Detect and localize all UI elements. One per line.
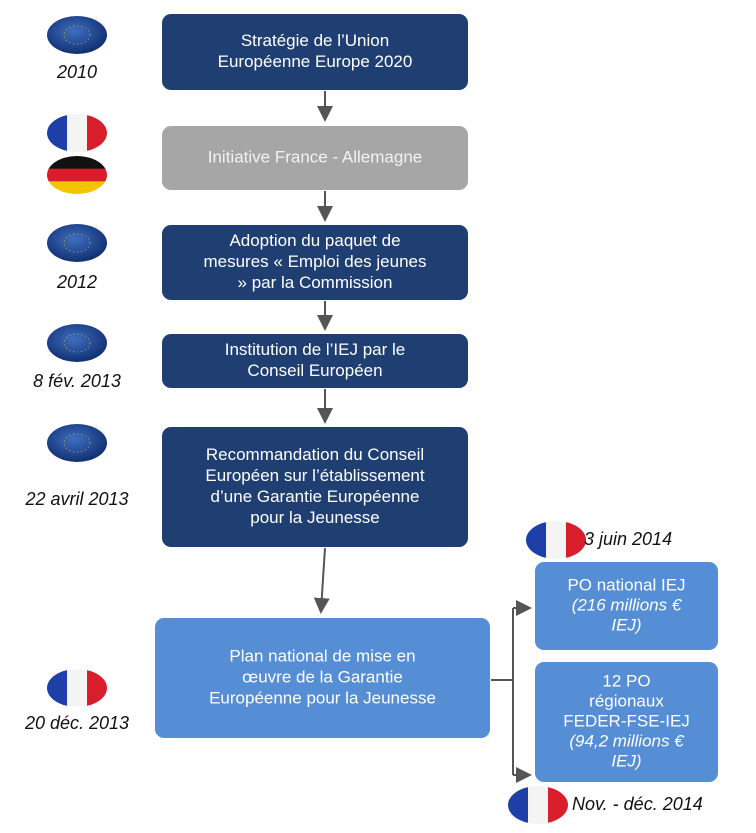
stripe	[566, 521, 586, 559]
flag-fr	[526, 521, 586, 559]
stripe	[67, 114, 88, 152]
output-amount: (94,2 millions €	[569, 731, 685, 750]
stripe	[47, 156, 107, 169]
step-box	[162, 427, 468, 547]
step-text: pour la Jeunesse	[250, 508, 379, 527]
step-text: Européenne pour la Jeunesse	[209, 688, 436, 707]
step-text: Recommandation du Conseil	[206, 445, 424, 464]
flag-fr	[47, 669, 107, 707]
stripe	[548, 786, 568, 824]
output-date: 3 juin 2014	[584, 529, 672, 549]
flag-stripes	[47, 669, 107, 707]
step-box	[155, 618, 490, 738]
step-date: 2012	[56, 272, 97, 292]
output-amount: IEJ)	[611, 751, 641, 770]
output-amount: (216 millions €	[572, 595, 683, 614]
flag-eu	[47, 424, 107, 462]
step-text: Institution de l’IEJ par le	[225, 340, 405, 359]
stripe	[526, 521, 547, 559]
flag-stripes	[47, 156, 107, 194]
output-text: régionaux	[589, 691, 664, 710]
output-box	[535, 662, 718, 782]
step-date: 22 avril 2013	[24, 489, 128, 509]
step-box	[162, 14, 468, 90]
step-date: 20 déc. 2013	[24, 713, 129, 733]
output-date: Nov. - déc. 2014	[572, 794, 703, 814]
stars	[63, 233, 91, 253]
stars	[63, 333, 91, 353]
stars	[63, 433, 91, 453]
stripe	[47, 181, 107, 194]
step-text: Stratégie de l’Union	[241, 31, 389, 50]
flag-de	[47, 156, 107, 194]
step-box	[162, 225, 468, 300]
flag-fr	[508, 786, 568, 824]
stripe	[47, 669, 68, 707]
connectors	[313, 91, 532, 783]
step-text: mesures « Emploi des jeunes	[203, 252, 426, 271]
step-text: Européenne Europe 2020	[218, 52, 413, 71]
output-text: FEDER-FSE-IEJ	[563, 711, 690, 730]
output-text: PO national IEJ	[567, 575, 685, 594]
output-amount: IEJ)	[611, 615, 641, 634]
flag-eu	[47, 16, 107, 54]
step-text: d’une Garantie Européenne	[211, 487, 420, 506]
step-text: œuvre de la Garantie	[242, 667, 403, 686]
step-text: » par la Commission	[238, 273, 393, 292]
flag-fr	[47, 114, 107, 152]
step-box	[162, 334, 468, 388]
flag-eu	[47, 424, 107, 462]
flag-eu	[47, 16, 107, 54]
stripe	[47, 168, 107, 182]
flag-stripes	[47, 114, 107, 152]
flag-eu	[47, 224, 107, 262]
stripe	[47, 114, 68, 152]
output-text: 12 PO	[602, 671, 650, 690]
step-box	[162, 126, 468, 190]
step-date: 8 fév. 2013	[33, 371, 121, 391]
output-box	[535, 562, 718, 650]
step-text: Adoption du paquet de	[229, 231, 400, 250]
step-text: Initiative France - Allemagne	[208, 147, 423, 166]
stripe	[546, 521, 567, 559]
step-date: 2010	[56, 62, 97, 82]
step-text: Conseil Européen	[247, 361, 382, 380]
stripe	[528, 786, 549, 824]
stripe	[508, 786, 529, 824]
flag-stripes	[526, 521, 586, 559]
stripe	[87, 114, 107, 152]
stripe	[67, 669, 88, 707]
step-text: Européen sur l’établissement	[205, 466, 425, 485]
flag-eu	[47, 324, 107, 362]
flag-eu	[47, 224, 107, 262]
stripe	[87, 669, 107, 707]
step-text: Plan national de mise en	[229, 646, 415, 665]
flag-eu	[47, 324, 107, 362]
stars	[63, 25, 91, 45]
flag-stripes	[508, 786, 568, 824]
